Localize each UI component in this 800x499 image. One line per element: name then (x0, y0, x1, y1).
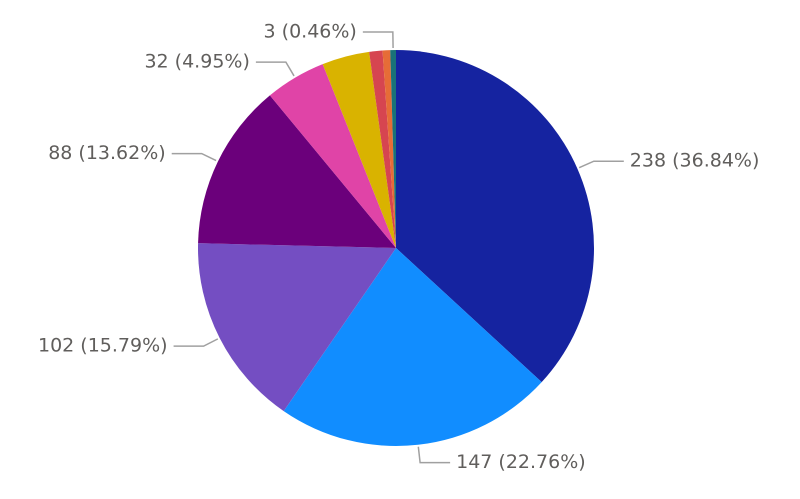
data-label: 3 (0.46%) (264, 21, 357, 43)
data-label: 147 (22.76%) (456, 451, 586, 473)
pie-slice (396, 50, 595, 383)
pie-slice (198, 243, 396, 412)
data-label: 238 (36.84%) (630, 150, 760, 172)
leader-line (173, 338, 219, 347)
data-label: 88 (13.62%) (48, 142, 166, 164)
pie-slice (198, 95, 396, 249)
pie-slice (369, 50, 396, 248)
pie-slice (382, 50, 396, 248)
leader-line (362, 31, 394, 49)
leader-line (578, 160, 624, 169)
pie-slice (283, 248, 542, 446)
leader-line (255, 61, 295, 77)
data-label: 102 (15.79%) (38, 335, 168, 357)
data-label: 32 (4.95%) (144, 51, 249, 73)
pie-slice (322, 51, 396, 249)
pie-slice (390, 50, 396, 248)
pie-slice (269, 64, 396, 248)
leader-line (417, 446, 451, 464)
leader-line (171, 152, 217, 162)
